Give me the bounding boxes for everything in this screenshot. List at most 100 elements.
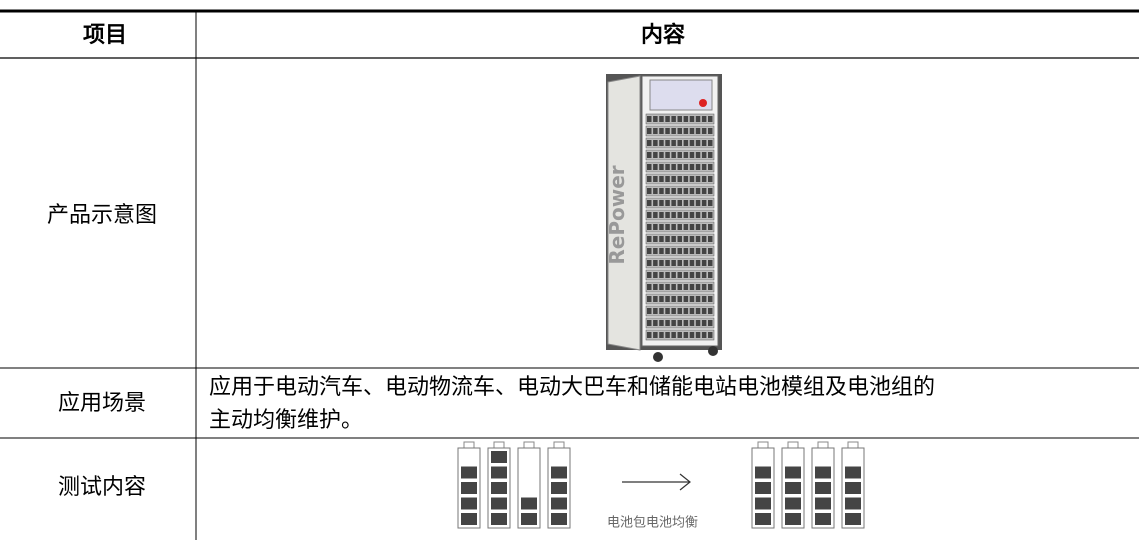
- module: [689, 116, 695, 122]
- module: [647, 188, 652, 194]
- module: [647, 152, 652, 158]
- module: [689, 260, 695, 266]
- module: [701, 152, 707, 158]
- module: [665, 236, 670, 242]
- module: [653, 284, 658, 290]
- module: [665, 128, 670, 134]
- battery-cell: [551, 497, 567, 510]
- module: [708, 332, 713, 338]
- module: [677, 284, 682, 290]
- battery-cell: [461, 513, 477, 525]
- module: [647, 236, 652, 242]
- module: [677, 128, 682, 134]
- battery-cell: [461, 451, 477, 463]
- module: [665, 332, 670, 338]
- module: [671, 272, 676, 278]
- module: [708, 272, 713, 278]
- module: [671, 236, 676, 242]
- module: [671, 140, 676, 146]
- module: [647, 140, 652, 146]
- module: [683, 260, 689, 266]
- module: [708, 200, 713, 206]
- module: [701, 176, 707, 182]
- cabinet-side: [607, 75, 641, 351]
- module: [689, 308, 695, 314]
- module: [701, 296, 707, 302]
- module: [653, 164, 658, 170]
- module: [695, 272, 701, 278]
- module: [683, 188, 689, 194]
- stop-button: [699, 99, 707, 107]
- module: [647, 332, 652, 338]
- module: [671, 260, 676, 266]
- battery-cell: [815, 497, 831, 510]
- item-cell: 产品示意图: [47, 203, 157, 228]
- module: [683, 116, 689, 122]
- module: [677, 272, 682, 278]
- module: [708, 212, 713, 218]
- battery-cell: [521, 497, 537, 510]
- module: [695, 332, 701, 338]
- module: [708, 128, 713, 134]
- content-text: 主动均衡维护。: [209, 408, 363, 433]
- module: [677, 296, 682, 302]
- module: [701, 128, 707, 134]
- battery-cap: [463, 441, 475, 449]
- module: [708, 164, 713, 170]
- module: [689, 236, 695, 242]
- module: [647, 116, 652, 122]
- module: [647, 296, 652, 302]
- module: [695, 212, 701, 218]
- module: [653, 296, 658, 302]
- module: [689, 152, 695, 158]
- module: [677, 176, 682, 182]
- module: [695, 152, 701, 158]
- module: [701, 308, 707, 314]
- module: [708, 224, 713, 230]
- module: [683, 212, 689, 218]
- module: [689, 320, 695, 326]
- module: [701, 164, 707, 170]
- module: [683, 164, 689, 170]
- module: [659, 128, 664, 134]
- module: [695, 116, 701, 122]
- product-image: RePower: [605, 74, 722, 362]
- battery-cell: [521, 466, 537, 479]
- module: [647, 128, 652, 134]
- module: [647, 308, 652, 314]
- module: [683, 308, 689, 314]
- module: [659, 224, 664, 230]
- module: [689, 248, 695, 254]
- module: [695, 236, 701, 242]
- content-text: 应用于电动汽车、电动物流车、电动大巴车和储能电站电池模组及电池组的: [209, 375, 935, 400]
- module: [647, 248, 652, 254]
- battery-cell: [845, 466, 861, 479]
- module: [659, 176, 664, 182]
- module: [665, 116, 670, 122]
- module: [659, 296, 664, 302]
- module: [665, 308, 670, 314]
- module: [653, 248, 658, 254]
- module: [708, 260, 713, 266]
- module: [665, 224, 670, 230]
- battery-cell: [461, 497, 477, 510]
- battery-cell: [785, 451, 801, 463]
- module: [665, 296, 670, 302]
- module: [695, 308, 701, 314]
- module: [677, 320, 682, 326]
- module: [659, 260, 664, 266]
- module: [659, 332, 664, 338]
- battery-cell: [815, 451, 831, 463]
- module: [653, 272, 658, 278]
- module: [665, 272, 670, 278]
- arrow-head: [679, 473, 691, 491]
- module: [689, 128, 695, 134]
- module: [653, 188, 658, 194]
- module: [701, 332, 707, 338]
- module: [665, 200, 670, 206]
- module: [665, 164, 670, 170]
- module: [708, 248, 713, 254]
- battery-cell: [845, 497, 861, 510]
- module: [689, 332, 695, 338]
